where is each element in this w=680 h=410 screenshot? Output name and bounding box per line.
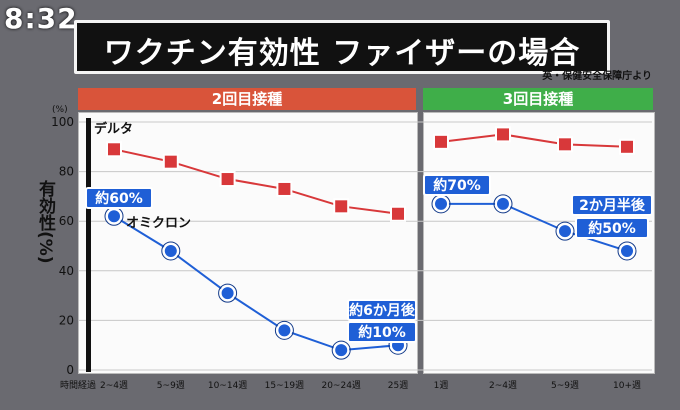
x-tick-label: 1週 [434, 380, 449, 391]
y-tick-label: 0 [66, 363, 74, 377]
omicron-point-ring [274, 320, 294, 340]
delta-point [433, 133, 449, 150]
x-tick-label: 10~14週 [208, 380, 247, 391]
series-label-omicron: オミクロン [126, 216, 191, 231]
omicron-point-ring [161, 241, 181, 261]
omicron-line [441, 202, 628, 252]
omicron-point [333, 342, 350, 359]
callout-6months: 約6か月後 [349, 302, 416, 319]
omicron-point-ring [331, 340, 351, 360]
callout-10: 約10% [358, 324, 406, 341]
y-tick-label: 20 [59, 313, 74, 327]
x-tick-label: 10+週 [613, 380, 641, 391]
x-axis-title: 時間経過 [60, 379, 96, 391]
omicron-point [162, 242, 179, 259]
callout-10-box [347, 321, 417, 343]
header-second-dose: 2回目接種 [78, 88, 416, 110]
x-tick-label: 2~4週 [100, 380, 128, 391]
omicron-point [619, 242, 635, 259]
delta-point [276, 180, 293, 197]
y-tick-label: 40 [59, 264, 74, 278]
x-tick-label: 20~24週 [321, 380, 360, 391]
delta-point [495, 126, 511, 143]
delta-point [390, 205, 406, 222]
y-tick-label: 100 [51, 115, 74, 129]
omicron-point [219, 285, 236, 302]
omicron-point [557, 223, 573, 240]
delta-point [106, 141, 122, 158]
y-tick-label: 60 [59, 214, 74, 228]
callout-70: 約70% [433, 177, 481, 194]
callout-50-box [575, 217, 649, 239]
y-tick-label: 80 [59, 165, 74, 179]
panel-third-dose [423, 112, 655, 374]
omicron-point-ring [555, 221, 575, 241]
delta-point [333, 198, 350, 215]
omicron-point-ring [617, 241, 637, 261]
delta-point [219, 171, 236, 188]
title-banner: ワクチン有効性 ファイザーの場合 [74, 20, 610, 74]
callout-6months-box [347, 299, 417, 321]
y-axis-label: 有効性(%) [35, 180, 55, 264]
broadcast-clock: 8:32 [4, 2, 78, 35]
x-tick-label: 15~19週 [265, 380, 304, 391]
callout-70-box [423, 174, 491, 196]
y-unit-label: (%) [52, 105, 68, 115]
x-tick-label: 5~9週 [157, 380, 185, 391]
omicron-point-ring [493, 194, 513, 214]
omicron-point [433, 195, 449, 212]
callout-2-5months: 2か月半後 [579, 197, 646, 214]
omicron-point [276, 322, 293, 339]
omicron-line [113, 215, 399, 352]
x-tick-label: 2~4週 [489, 380, 517, 391]
delta-point [557, 136, 573, 153]
header-third-dose: 3回目接種 [423, 88, 653, 110]
chart-title: ワクチン有効性 ファイザーの場合 [103, 36, 581, 71]
callout-50: 約50% [588, 220, 636, 237]
x-tick-label: 25週 [388, 380, 408, 391]
omicron-point-ring [218, 283, 238, 303]
omicron-point [495, 195, 511, 212]
callout-60-box [85, 187, 153, 209]
delta-line [113, 148, 399, 215]
delta-point [619, 138, 635, 155]
delta-line [440, 133, 628, 148]
x-tick-label: 5~9週 [551, 380, 579, 391]
delta-point [162, 153, 179, 170]
series-label-delta: デルタ [94, 121, 133, 137]
callout-60: 約60% [95, 190, 143, 207]
source-note: 英・保健安全保障庁より [542, 71, 652, 82]
omicron-point [106, 208, 122, 225]
y-axis-bar [86, 118, 91, 372]
callout-2-5months-box [571, 194, 653, 216]
